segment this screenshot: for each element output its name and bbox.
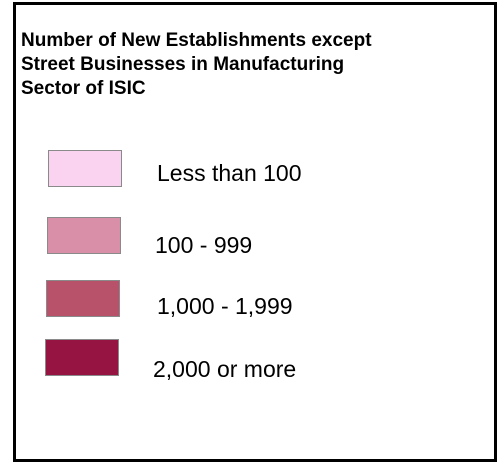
legend-title: Number of New Establishments except Stre…: [21, 29, 491, 101]
legend-title-line-3: Sector of ISIC: [21, 78, 146, 99]
legend-label-2000-or-more: 2,000 or more: [153, 356, 297, 382]
legend-swatch-2000-or-more: [45, 339, 119, 376]
legend-label-100-999: 100 - 999: [155, 232, 253, 258]
legend-title-line-2: Street Businesses in Manufacturing: [21, 54, 345, 75]
legend-swatch-1000-1999: [46, 280, 120, 317]
legend-label-1000-1999: 1,000 - 1,999: [157, 293, 293, 319]
legend-title-line-1: Number of New Establishments except: [21, 30, 372, 51]
legend-swatch-less-than-100: [48, 150, 122, 187]
legend-swatch-100-999: [47, 217, 121, 254]
legend-label-less-than-100: Less than 100: [157, 160, 302, 186]
